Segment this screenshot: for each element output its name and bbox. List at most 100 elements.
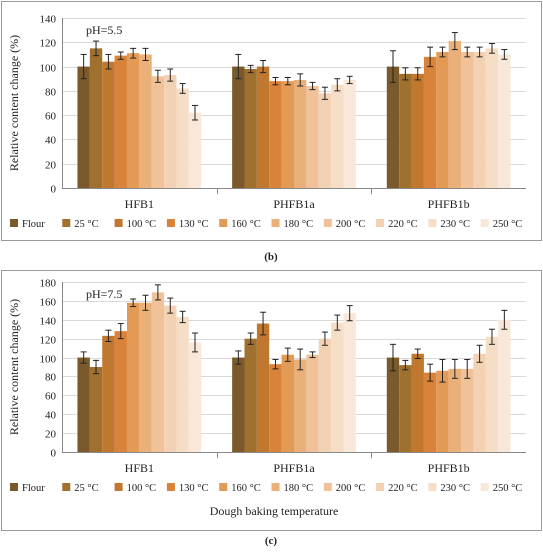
bar bbox=[423, 56, 437, 188]
bar bbox=[77, 66, 90, 188]
bar bbox=[114, 331, 127, 452]
x-tick-label: HFB1 bbox=[125, 461, 154, 475]
y-tick-label: 60 bbox=[45, 111, 57, 123]
bar bbox=[244, 338, 257, 452]
y-tick-label: 140 bbox=[40, 14, 57, 26]
legend-swatch bbox=[323, 219, 332, 227]
y-tick-label: 20 bbox=[45, 429, 57, 441]
bar bbox=[281, 354, 294, 452]
x-tick-label: HFB1 bbox=[125, 197, 154, 211]
legend-label: 25 °C bbox=[74, 483, 98, 494]
x-tick-label: PHFB1a bbox=[273, 461, 315, 475]
y-tick-label: 20 bbox=[45, 160, 57, 172]
legend-label: 250 °C bbox=[493, 219, 523, 230]
y-tick-label: 100 bbox=[40, 354, 57, 366]
panel-label: (c) bbox=[265, 535, 278, 547]
legend-swatch bbox=[323, 483, 332, 491]
bar bbox=[386, 357, 400, 452]
legend-swatch bbox=[428, 219, 437, 227]
bar bbox=[411, 353, 424, 452]
bar bbox=[139, 54, 152, 188]
bar bbox=[399, 365, 412, 452]
bar bbox=[126, 302, 140, 452]
annotation: pH=5.5 bbox=[86, 23, 122, 37]
y-tick-label: 120 bbox=[40, 335, 57, 347]
bar bbox=[498, 319, 511, 452]
bar bbox=[436, 370, 449, 452]
bar bbox=[343, 79, 356, 188]
legend-swatch bbox=[480, 483, 489, 491]
bar bbox=[306, 86, 319, 188]
y-axis-label: Relative content change (%) bbox=[7, 299, 21, 435]
bar bbox=[331, 84, 344, 188]
legend-swatch bbox=[219, 219, 228, 227]
legend-swatch bbox=[219, 483, 228, 491]
bar bbox=[232, 66, 245, 188]
bar bbox=[232, 357, 245, 452]
bar bbox=[448, 368, 462, 452]
bar bbox=[126, 53, 140, 188]
annotation: pH=7.5 bbox=[86, 287, 122, 301]
bar bbox=[269, 364, 282, 452]
y-tick-label: 60 bbox=[45, 391, 57, 403]
bar bbox=[102, 61, 115, 188]
bar bbox=[256, 323, 270, 452]
bar bbox=[485, 48, 499, 188]
bar bbox=[318, 338, 332, 452]
bar bbox=[473, 353, 486, 452]
legend-label: 230 °C bbox=[440, 483, 470, 494]
bar bbox=[77, 357, 90, 452]
bar bbox=[294, 359, 307, 452]
bar bbox=[343, 313, 356, 452]
legend-swatch bbox=[166, 219, 175, 227]
y-tick-label: 80 bbox=[45, 372, 57, 384]
x-tick-label: PHFB1b bbox=[428, 197, 470, 211]
legend-label: Flour bbox=[22, 483, 45, 494]
bar bbox=[448, 41, 462, 189]
legend-swatch bbox=[114, 219, 123, 227]
x-tick-label: PHFB1a bbox=[273, 197, 315, 211]
legend-swatch bbox=[376, 483, 385, 491]
y-tick-label: 180 bbox=[40, 278, 57, 290]
bar bbox=[498, 54, 511, 188]
y-tick-label: 40 bbox=[45, 410, 57, 422]
x-axis-label: Dough baking temperature bbox=[210, 504, 339, 518]
bar bbox=[176, 88, 189, 188]
legend-swatch bbox=[271, 483, 280, 491]
bar bbox=[244, 69, 257, 188]
bar bbox=[294, 79, 307, 188]
legend-label: Flour bbox=[22, 219, 45, 230]
bar bbox=[164, 75, 177, 188]
y-axis-label: Relative content change (%) bbox=[7, 35, 21, 171]
bar bbox=[151, 292, 165, 452]
legend-label: 180 °C bbox=[284, 219, 314, 230]
legend-swatch bbox=[114, 483, 123, 491]
x-tick-label: PHFB1b bbox=[428, 461, 470, 475]
legend-swatch bbox=[376, 219, 385, 227]
legend-swatch bbox=[10, 219, 18, 227]
bar bbox=[256, 66, 270, 188]
bar bbox=[269, 81, 282, 188]
bar bbox=[318, 93, 332, 188]
legend-label: 250 °C bbox=[493, 483, 523, 494]
y-tick-label: 160 bbox=[40, 297, 57, 309]
bar bbox=[176, 316, 189, 452]
y-tick-label: 100 bbox=[40, 63, 57, 75]
panel-c: 0 20 40 60 80 100 120 140 160 180 Relative content… bbox=[1, 270, 542, 531]
legend-label: 230 °C bbox=[440, 219, 470, 230]
legend-swatch bbox=[271, 219, 280, 227]
legend-swatch bbox=[62, 219, 71, 227]
y-tick-label: 80 bbox=[45, 87, 57, 99]
legend-swatch bbox=[10, 483, 18, 491]
legend-label: 160 °C bbox=[231, 219, 261, 230]
bar bbox=[423, 372, 437, 452]
bar bbox=[436, 52, 449, 188]
bar bbox=[164, 305, 177, 452]
legend-label: 200 °C bbox=[336, 219, 366, 230]
y-tick-label: 140 bbox=[40, 316, 57, 328]
bar bbox=[281, 81, 294, 188]
bar bbox=[461, 52, 474, 188]
bar bbox=[188, 112, 202, 188]
